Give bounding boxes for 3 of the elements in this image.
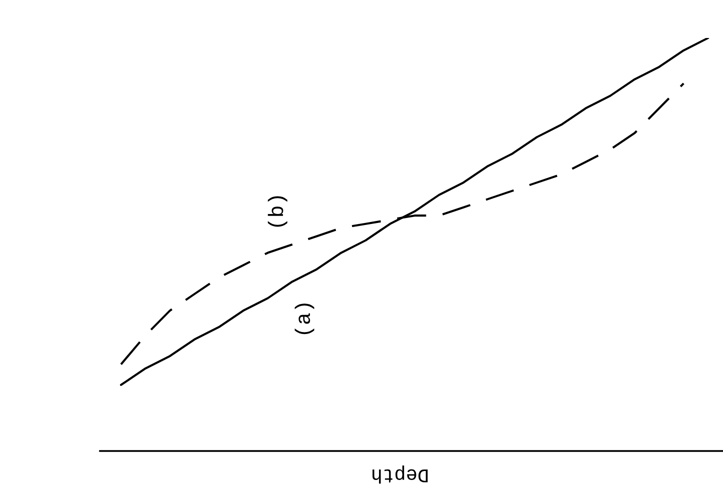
x-axis-title: Depth: [372, 465, 428, 484]
text: (a): [294, 304, 314, 334]
text: (b): [268, 196, 288, 227]
